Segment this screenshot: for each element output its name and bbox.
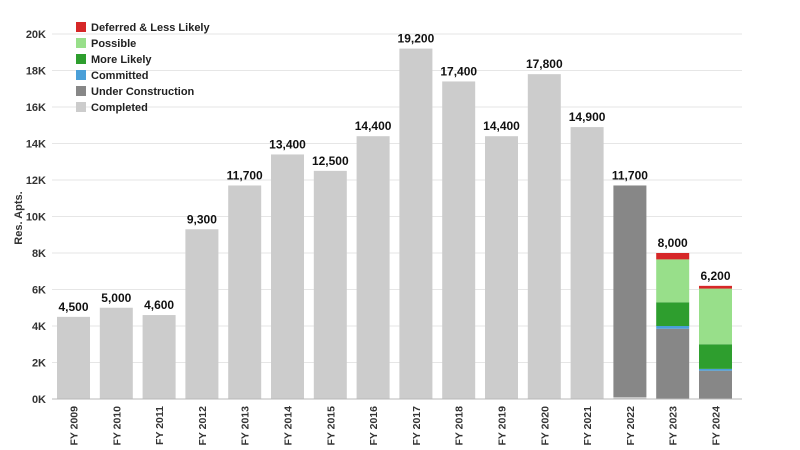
data-label: 4,600 [144,298,174,312]
bar-segment [271,154,304,399]
data-label: 17,400 [440,64,477,78]
y-tick-label: 18K [26,66,46,78]
data-label: 9,300 [187,212,217,226]
x-tick-label: FY 2009 [69,406,81,446]
x-tick-label: FY 2011 [154,406,166,445]
bar-segment [356,136,390,399]
bar-segment [699,344,732,369]
legend-label: Completed [91,102,148,114]
y-tick-label: 16K [26,102,46,114]
x-tick-label: FY 2019 [497,406,509,446]
bar-segment [313,170,347,399]
bar-segment [699,370,732,399]
legend-swatch [76,54,86,64]
y-tick-label: 12K [26,175,46,187]
bar-segment [699,368,732,371]
bar-segment [699,285,732,289]
bar-segment [485,136,518,399]
y-tick-label: 4K [32,321,46,333]
y-tick-label: 20K [26,29,46,41]
bar-segment [613,397,647,399]
legend-label: Deferred & Less Likely [91,22,210,34]
legend-label: Possible [91,38,136,50]
x-tick-label: FY 2023 [668,406,680,446]
x-tick-label: FY 2024 [711,406,723,446]
legend-label: Committed [91,70,148,82]
y-tick-label: 2K [32,358,46,370]
bar-segment [613,185,647,398]
bar-segment [228,185,262,399]
legend-swatch [76,102,86,112]
x-tick-label: FY 2013 [240,406,252,446]
data-label: 8,000 [658,236,688,250]
bar-segment [656,259,690,303]
bar-segment [185,229,219,399]
data-label: 11,700 [612,168,648,182]
x-tick-label: FY 2012 [197,406,209,446]
bar-segment [656,326,690,329]
x-tick-label: FY 2017 [411,406,423,446]
bar-segment [570,127,604,399]
data-label: 14,400 [355,119,392,133]
bar-segment [399,48,433,399]
data-label: 14,400 [483,119,520,133]
data-label: 5,000 [101,291,131,305]
bar-segment [699,288,732,345]
data-label: 19,200 [398,32,435,46]
legend-swatch [76,86,86,96]
legend-swatch [76,38,86,48]
x-tick-label: FY 2022 [625,406,637,446]
y-tick-label: 6K [32,285,46,297]
legend-swatch [76,22,86,32]
x-tick-label: FY 2010 [111,406,123,446]
bar-segment [99,307,133,399]
legend-label: Under Construction [91,86,195,98]
bar-segment [57,316,90,399]
data-label: 14,900 [569,110,606,124]
data-label: 4,500 [58,300,88,314]
legend-swatch [76,70,86,80]
data-label: 12,500 [312,154,349,168]
bar-segment [142,315,176,399]
bar-segment [656,328,690,399]
legend: Deferred & Less Likely Possible More Likel… [76,22,210,114]
axis-layer: 0K 2K 4K 6K 8K 10K 12K 14K 16K 18K 20K FY 2009 FY 20… [26,29,742,446]
data-label: 13,400 [269,137,306,151]
bar-layer [57,48,732,400]
y-tick-label: 10K [26,212,46,224]
x-tick-label: FY 2021 [582,406,594,446]
x-tick-label: FY 2014 [283,406,295,446]
x-tick-label: FY 2018 [454,406,466,446]
legend-label: More Likely [91,54,152,66]
data-label: 6,200 [700,269,730,283]
x-tick-label: FY 2016 [368,406,380,446]
y-tick-label: 8K [32,248,46,260]
y-axis-label: Res. Apts. [13,191,25,244]
x-tick-label: FY 2020 [539,406,551,446]
bar-segment [656,253,690,260]
bar-segment [527,74,561,400]
bar-segment [656,302,690,326]
y-tick-label: 0K [32,394,46,406]
label-layer: 4,500 5,000 4,600 9,300 11,700 13,400 12,500 14… [58,32,730,314]
x-tick-label: FY 2015 [325,406,337,446]
bar-segment [442,81,476,399]
data-label: 17,800 [526,57,563,71]
data-label: 11,700 [227,168,263,182]
y-tick-label: 14K [26,139,46,151]
